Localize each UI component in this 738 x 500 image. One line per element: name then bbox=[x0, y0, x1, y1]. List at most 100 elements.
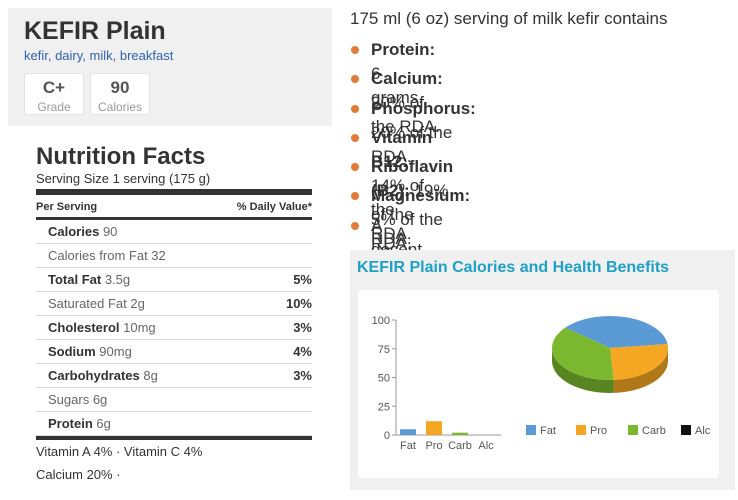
divider bbox=[36, 436, 312, 440]
fact-value: 6 grams. bbox=[371, 64, 423, 107]
nutrition-title: Nutrition Facts bbox=[36, 143, 206, 170]
y-tick-label: 75 bbox=[378, 344, 390, 356]
nutrient-label: Total Fat 3.5g bbox=[48, 268, 130, 292]
chart-area: 0 25 50 75 100 Fat Pro Carb Alc Fat Pro Carb Alc bbox=[358, 290, 719, 478]
nutrient-label: Sugars 6g bbox=[48, 388, 107, 412]
fact-text: Phosphorus: 20% of the RDA. bbox=[371, 97, 476, 169]
y-tick-label: 0 bbox=[384, 430, 390, 442]
fact-label: Magnesium: bbox=[371, 186, 471, 206]
legend-label: Alc bbox=[695, 425, 711, 437]
fact-text: Magnesium: 5% of the RDA. bbox=[371, 184, 470, 256]
bar-pro bbox=[426, 421, 442, 435]
nutrition-rows: Calories 90 Calories from Fat 32 Total Fat… bbox=[36, 220, 312, 436]
nutrient-amount: 10mg bbox=[123, 320, 156, 335]
calories-badge: 90 Calories bbox=[90, 73, 150, 115]
per-serving-label: Per Serving bbox=[36, 201, 98, 213]
x-tick-label: Pro bbox=[425, 440, 442, 452]
nutrition-row: Calories 90 bbox=[36, 220, 312, 244]
legend-label: Carb bbox=[642, 425, 666, 437]
fact-text: Calcium: 20% of the RDA. bbox=[371, 67, 443, 139]
legend-swatch-alc bbox=[681, 425, 691, 435]
bar-carb bbox=[452, 432, 468, 435]
nutrient-name: Cholesterol bbox=[48, 320, 120, 335]
legend-swatch-carb bbox=[628, 425, 638, 435]
daily-value-percent: 10% bbox=[285, 296, 312, 311]
legend-label: Pro bbox=[590, 425, 607, 437]
divider bbox=[36, 189, 312, 195]
y-tick-label: 25 bbox=[378, 401, 390, 413]
bullet-icon bbox=[351, 133, 359, 142]
tag-link[interactable]: kefir bbox=[24, 48, 48, 63]
pie-slice-fat bbox=[565, 315, 668, 348]
calories-value: 90 bbox=[110, 78, 130, 97]
bullet-icon bbox=[351, 192, 359, 201]
x-tick-label: Carb bbox=[448, 440, 472, 452]
pie-side-carb bbox=[552, 348, 614, 393]
x-tick-label: Alc bbox=[478, 440, 494, 452]
daily-value-percent: 5% bbox=[293, 272, 312, 287]
fact-label: Calcium: bbox=[371, 69, 443, 89]
chart-svg: 0 25 50 75 100 Fat Pro Carb Alc Fat Pro Carb Alc bbox=[372, 315, 711, 452]
pie-slice-carb bbox=[552, 327, 614, 380]
left-panel: KEFIR Plain kefir, dairy, milk, breakfas… bbox=[8, 8, 332, 496]
fact-text: Vitamin B12: 14% of the RDA. bbox=[371, 126, 432, 246]
fact-value: 5% of the RDA. bbox=[371, 210, 443, 254]
nutrient-amount: 2g bbox=[130, 296, 145, 311]
nutrient-name: Calories bbox=[48, 224, 100, 239]
nutrient-label: Sodium 90mg bbox=[48, 340, 132, 364]
tag-link[interactable]: breakfast bbox=[119, 48, 174, 63]
nutrient-label: Cholesterol 10mg bbox=[48, 316, 156, 340]
bullet-icon bbox=[351, 163, 359, 172]
nutrient-name: Saturated Fat bbox=[48, 296, 127, 311]
nutrient-amount: 6g bbox=[92, 392, 108, 407]
nutrient-name: Total Fat bbox=[48, 272, 102, 287]
fact-value: 20% of the RDA. bbox=[371, 93, 440, 137]
serving-size: Serving Size 1 serving (175 g) bbox=[36, 171, 211, 186]
legend-swatch-fat bbox=[526, 425, 536, 435]
nutrient-name: Sugars bbox=[48, 392, 90, 407]
fact-value: 14% of the RDA. bbox=[371, 175, 424, 243]
nutrient-label: Calories from Fat 32 bbox=[48, 244, 166, 268]
legend-label: Fat bbox=[540, 425, 556, 437]
nutrient-name: Sodium bbox=[48, 344, 96, 359]
fact-value: 19% of the RDA. bbox=[371, 181, 449, 249]
nutrient-amount: 3.5g bbox=[104, 272, 131, 287]
nutrition-header: Per Serving % Daily Value* bbox=[36, 195, 312, 220]
nutrient-label: Carbohydrates 8g bbox=[48, 364, 158, 388]
chart-title: KEFIR Plain Calories and Health Benefits bbox=[357, 259, 670, 276]
grade-badge: C+ Grade bbox=[24, 73, 84, 115]
nutrient-name: Carbohydrates bbox=[48, 368, 140, 383]
fact-label: Riboflavin (B2): bbox=[371, 157, 454, 201]
nutrient-label: Saturated Fat 2g bbox=[48, 292, 145, 316]
x-tick-label: Fat bbox=[400, 440, 416, 452]
nutrition-row: Sugars 6g bbox=[36, 388, 312, 412]
nutrient-amount: 8g bbox=[143, 368, 158, 383]
tag-link[interactable]: dairy bbox=[55, 48, 83, 63]
bullet-icon bbox=[351, 221, 359, 230]
nutrient-amount: 90 bbox=[102, 224, 118, 239]
y-tick-label: 50 bbox=[378, 373, 390, 385]
chart-panel: KEFIR Plain Calories and Health Benefits… bbox=[350, 250, 735, 490]
facts-intro: 175 ml (6 oz) serving of milk kefir cont… bbox=[350, 9, 668, 28]
bullet-icon bbox=[351, 75, 359, 84]
minerals-line: Calcium 20% · bbox=[36, 467, 121, 482]
nutrient-amount: 90mg bbox=[99, 344, 132, 359]
fact-label: Vitamin B12: bbox=[371, 127, 433, 171]
bullet-icon bbox=[351, 104, 359, 113]
bullet-icon bbox=[351, 46, 359, 54]
fact-label: Phosphorus: bbox=[371, 98, 476, 118]
nutrition-row: Total Fat 3.5g 5% bbox=[36, 268, 312, 292]
nutrition-row: Calories from Fat 32 bbox=[36, 244, 312, 268]
nutrient-name: Protein bbox=[48, 416, 93, 431]
y-tick-label: 100 bbox=[372, 315, 390, 327]
legend-swatch-pro bbox=[576, 425, 586, 435]
bar-fat bbox=[400, 429, 416, 435]
nutrition-facts: Nutrition Facts Serving Size 1 serving (… bbox=[36, 144, 312, 486]
vitamins-line: Vitamin A 4% · Vitamin C 4% bbox=[36, 444, 203, 459]
pie-slice-pro bbox=[610, 343, 668, 380]
fact-text: Protein: 6 grams. bbox=[371, 38, 435, 110]
nutrient-label: Protein 6g bbox=[48, 412, 111, 436]
fact-value: 20% of the RDA. bbox=[371, 122, 453, 166]
tag-link[interactable]: milk bbox=[89, 48, 113, 63]
daily-value-label: % Daily Value* bbox=[236, 201, 312, 213]
